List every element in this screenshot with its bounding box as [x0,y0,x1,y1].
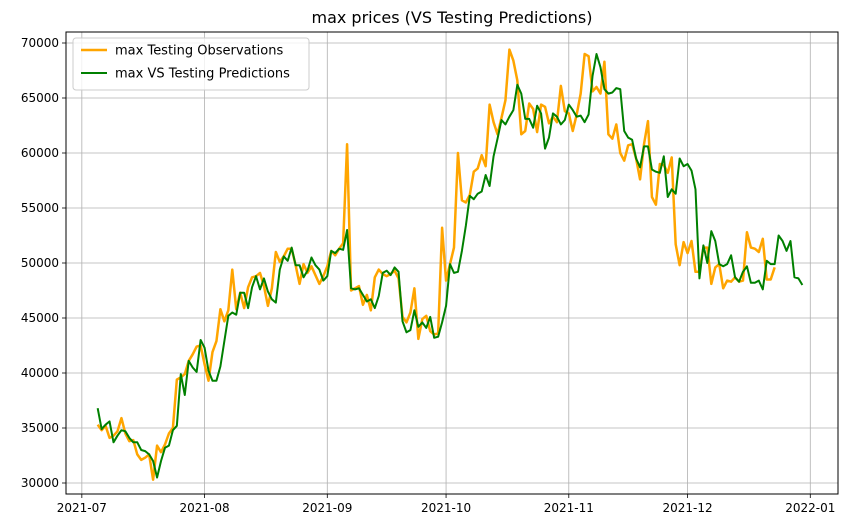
x-tick-label: 2021-10 [421,501,471,515]
x-tick-label: 2021-07 [57,501,107,515]
y-tick-label: 35000 [21,421,59,435]
legend-label-observations: max Testing Observations [115,44,283,59]
x-tick-label: 2022-01 [785,501,835,515]
y-tick-label: 30000 [21,476,59,490]
series-layer [96,48,804,481]
y-tick-label: 65000 [21,91,59,105]
axis-ticks: 2021-07 2021-08 2021-09 2021-10 2021-11 2021-… [21,36,836,515]
y-tick-label: 60000 [21,146,59,160]
x-tick-label: 2021-09 [302,501,352,515]
legend: max Testing Observations max VS Testing … [72,37,310,91]
y-tick-label: 40000 [21,366,59,380]
y-tick-label: 70000 [21,36,59,50]
legend-label-predictions: max VS Testing Predictions [115,67,290,82]
legend-box [72,37,310,91]
predictions-line [96,53,804,479]
x-tick-label: 2021-11 [544,501,594,515]
chart-title: max prices (VS Testing Predictions) [311,8,592,27]
y-tick-label: 45000 [21,311,59,325]
y-tick-label: 55000 [21,201,59,215]
y-tick-label: 50000 [21,256,59,270]
grid [66,32,838,494]
x-tick-label: 2021-12 [662,501,712,515]
x-tick-label: 2021-08 [179,501,229,515]
